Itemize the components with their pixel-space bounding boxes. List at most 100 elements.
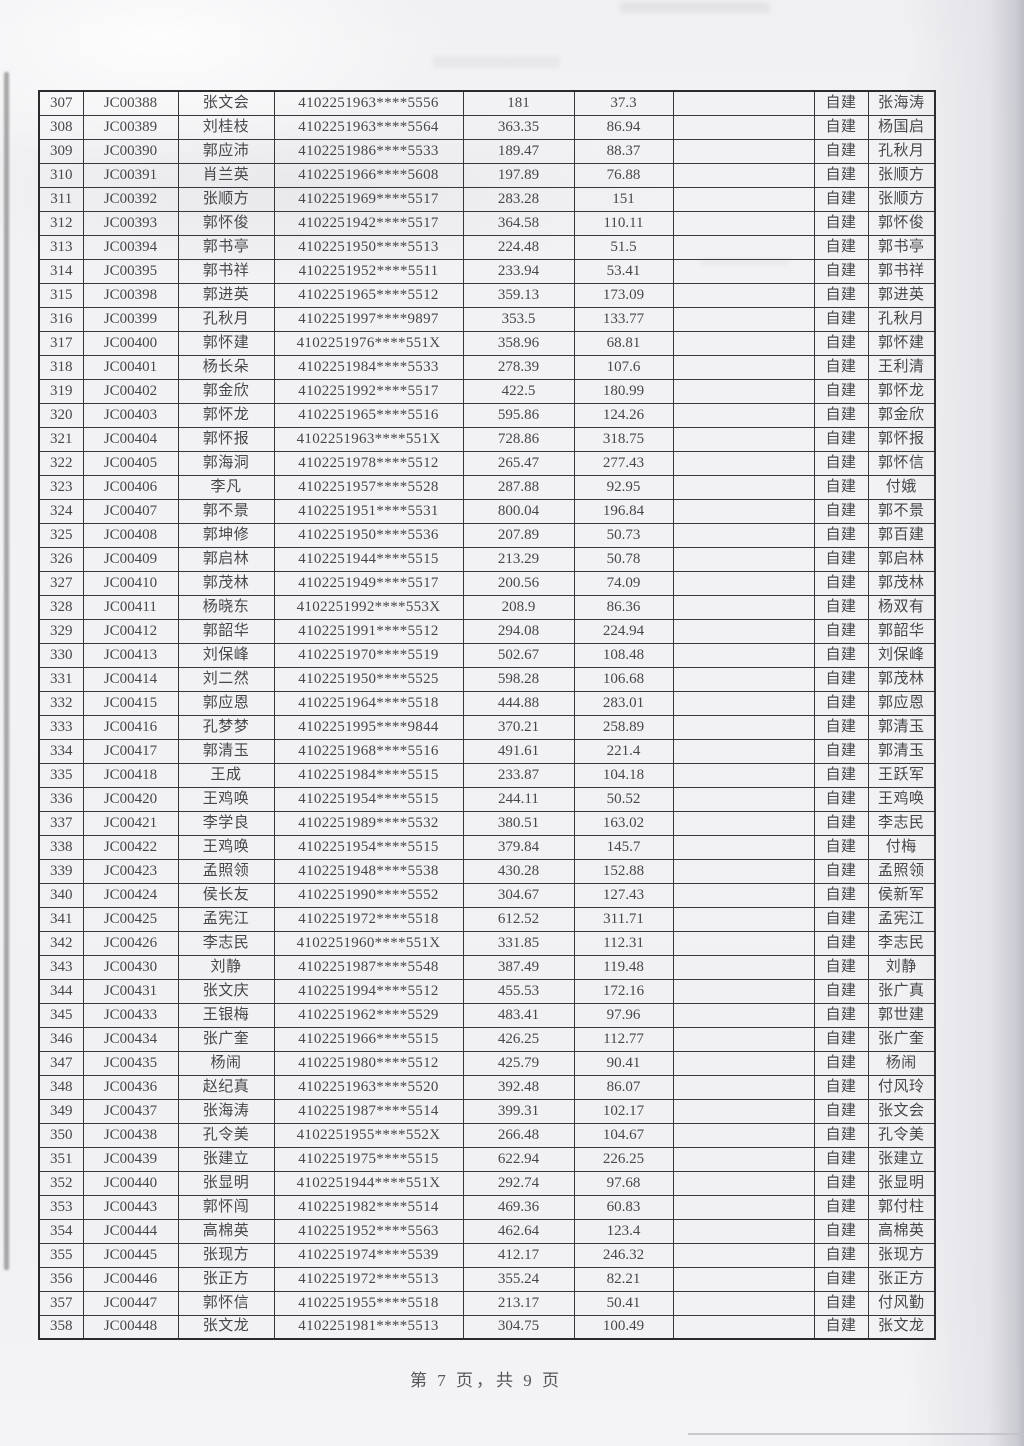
cell-name: 王鸡唤 xyxy=(177,786,275,812)
cell-code: JC00407 xyxy=(82,498,179,524)
cell-related-name: 张海涛 xyxy=(867,90,936,116)
cell-code: JC00443 xyxy=(82,1194,179,1220)
cell-name: 刘二然 xyxy=(177,666,275,692)
cell-build-type: 自建 xyxy=(813,210,869,236)
cell-blank xyxy=(672,594,815,620)
cell-code: JC00410 xyxy=(82,570,179,596)
cell-amount2: 37.3 xyxy=(573,90,674,116)
scan-edge-line xyxy=(688,1433,1024,1435)
cell-build-type: 自建 xyxy=(813,1290,869,1316)
cell-id-number: 4102251955****5518 xyxy=(273,1290,464,1316)
cell-code: JC00405 xyxy=(82,450,179,476)
cell-code: JC00417 xyxy=(82,738,179,764)
cell-amount1: 370.21 xyxy=(462,714,575,740)
cell-build-type: 自建 xyxy=(813,1170,869,1196)
table-row: 332 JC00415 郭应恩 4102251964****5518 444.88 283… xyxy=(38,690,936,716)
cell-id-number: 4102251994****5512 xyxy=(273,978,464,1004)
cell-code: JC00398 xyxy=(82,282,179,308)
table-row: 338 JC00422 王鸡唤 4102251954****5515 379.84 145… xyxy=(38,834,936,860)
cell-index: 351 xyxy=(38,1146,84,1172)
cell-related-name: 郭金欣 xyxy=(867,402,936,428)
cell-build-type: 自建 xyxy=(813,954,869,980)
cell-id-number: 4102251952****5511 xyxy=(273,258,464,284)
cell-amount1: 208.9 xyxy=(462,594,575,620)
cell-index: 309 xyxy=(38,138,84,164)
cell-amount2: 221.4 xyxy=(573,738,674,764)
cell-id-number: 4102251942****5517 xyxy=(273,210,464,236)
cell-code: JC00434 xyxy=(82,1026,179,1052)
cell-amount1: 612.52 xyxy=(462,906,575,932)
cell-id-number: 4102251975****5515 xyxy=(273,1146,464,1172)
cell-related-name: 孔秋月 xyxy=(867,306,936,332)
cell-name: 郭应沛 xyxy=(177,138,275,164)
table-row: 358 JC00448 张文龙 4102251981****5513 304.75 100… xyxy=(38,1314,936,1340)
table-row: 327 JC00410 郭茂林 4102251949****5517 200.56 74.… xyxy=(38,570,936,596)
cell-name: 赵纪真 xyxy=(177,1074,275,1100)
table-row: 326 JC00409 郭启林 4102251944****5515 213.29 50.… xyxy=(38,546,936,572)
cell-blank xyxy=(672,858,815,884)
cell-name: 张文会 xyxy=(177,90,275,116)
cell-amount1: 189.47 xyxy=(462,138,575,164)
cell-related-name: 郭书亭 xyxy=(867,234,936,260)
cell-amount1: 294.08 xyxy=(462,618,575,644)
cell-related-name: 郭韶华 xyxy=(867,618,936,644)
cell-id-number: 4102251989****5532 xyxy=(273,810,464,836)
cell-name: 郭书祥 xyxy=(177,258,275,284)
cell-id-number: 4102251986****5533 xyxy=(273,138,464,164)
cell-amount1: 331.85 xyxy=(462,930,575,956)
cell-id-number: 4102251951****5531 xyxy=(273,498,464,524)
cell-id-number: 4102251957****5528 xyxy=(273,474,464,500)
cell-index: 338 xyxy=(38,834,84,860)
cell-id-number: 4102251987****5548 xyxy=(273,954,464,980)
cell-build-type: 自建 xyxy=(813,114,869,140)
cell-code: JC00437 xyxy=(82,1098,179,1124)
cell-build-type: 自建 xyxy=(813,426,869,452)
cell-amount1: 224.48 xyxy=(462,234,575,260)
cell-amount2: 104.18 xyxy=(573,762,674,788)
cell-amount1: 483.41 xyxy=(462,1002,575,1028)
cell-amount1: 426.25 xyxy=(462,1026,575,1052)
cell-code: JC00404 xyxy=(82,426,179,452)
cell-amount1: 358.96 xyxy=(462,330,575,356)
table-row: 349 JC00437 张海涛 4102251987****5514 399.31 102… xyxy=(38,1098,936,1124)
cell-amount2: 108.48 xyxy=(573,642,674,668)
cell-index: 342 xyxy=(38,930,84,956)
cell-amount1: 200.56 xyxy=(462,570,575,596)
cell-amount2: 226.25 xyxy=(573,1146,674,1172)
cell-amount1: 462.64 xyxy=(462,1218,575,1244)
cell-amount2: 173.09 xyxy=(573,282,674,308)
cell-id-number: 4102251949****5517 xyxy=(273,570,464,596)
cell-related-name: 郭清玉 xyxy=(867,738,936,764)
table-row: 354 JC00444 高棉英 4102251952****5563 462.64 123… xyxy=(38,1218,936,1244)
cell-code: JC00444 xyxy=(82,1218,179,1244)
table-row: 342 JC00426 李志民 4102251960****551X 331.85 112… xyxy=(38,930,936,956)
cell-amount2: 51.5 xyxy=(573,234,674,260)
cell-build-type: 自建 xyxy=(813,354,869,380)
cell-related-name: 郭清玉 xyxy=(867,714,936,740)
table-row: 317 JC00400 郭怀建 4102251976****551X 358.96 68.… xyxy=(38,330,936,356)
cell-amount2: 318.75 xyxy=(573,426,674,452)
cell-index: 328 xyxy=(38,594,84,620)
cell-build-type: 自建 xyxy=(813,1146,869,1172)
cell-name: 肖兰英 xyxy=(177,162,275,188)
cell-build-type: 自建 xyxy=(813,906,869,932)
cell-amount1: 292.74 xyxy=(462,1170,575,1196)
cell-build-type: 自建 xyxy=(813,1242,869,1268)
cell-blank xyxy=(672,474,815,500)
cell-code: JC00389 xyxy=(82,114,179,140)
cell-related-name: 郭怀龙 xyxy=(867,378,936,404)
cell-amount2: 76.88 xyxy=(573,162,674,188)
cell-amount1: 412.17 xyxy=(462,1242,575,1268)
cell-index: 343 xyxy=(38,954,84,980)
cell-amount1: 213.29 xyxy=(462,546,575,572)
cell-code: JC00447 xyxy=(82,1290,179,1316)
cell-build-type: 自建 xyxy=(813,90,869,116)
table-row: 311 JC00392 张顺方 4102251969****5517 283.28 151… xyxy=(38,186,936,212)
cell-name: 王成 xyxy=(177,762,275,788)
cell-related-name: 李志民 xyxy=(867,810,936,836)
cell-index: 337 xyxy=(38,810,84,836)
cell-blank xyxy=(672,810,815,836)
cell-amount1: 287.88 xyxy=(462,474,575,500)
cell-blank xyxy=(672,1050,815,1076)
table-row: 333 JC00416 孔梦梦 4102251995****9844 370.21 258… xyxy=(38,714,936,740)
